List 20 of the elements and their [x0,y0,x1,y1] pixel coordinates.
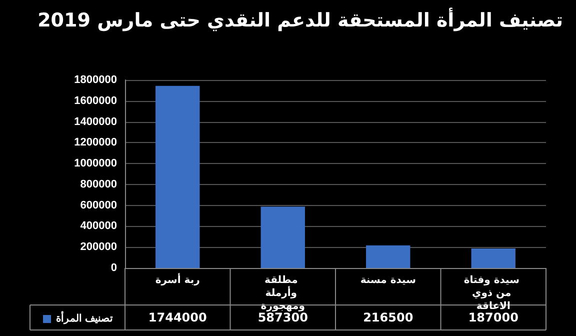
data-label: 1744000 [148,310,207,324]
y-tick-label: 1400000 [74,116,117,128]
y-tick-label: 1600000 [74,94,117,107]
y-tick-label: 600000 [80,199,117,212]
y-tick-label: 1800000 [74,74,117,86]
legend-label: تصنيف المرأة [56,312,113,324]
y-tick-label: 200000 [80,241,117,254]
y-tick-label: 1200000 [74,136,117,149]
x-tick-label: ربة أسرة [155,273,200,286]
x-tick-label: سيدة وفتاة من ذوي الاعاقة [464,275,523,312]
y-tick-label: 800000 [80,178,117,190]
data-label: 216500 [363,310,414,324]
x-tick-label: سيدة مسنة [360,275,416,286]
chart-title: تصنيف المرأة المستحقة للدعم النقدي حتى مارس 2019 [38,8,564,32]
y-tick-label: 0 [110,262,117,274]
y-tick-label: 400000 [80,220,117,232]
data-label: 587300 [258,310,308,324]
x-tick-label: مطلقة وأرملة ومهجورة [260,275,305,312]
data-label: 187000 [468,310,518,324]
y-tick-label: 1000000 [74,158,117,170]
